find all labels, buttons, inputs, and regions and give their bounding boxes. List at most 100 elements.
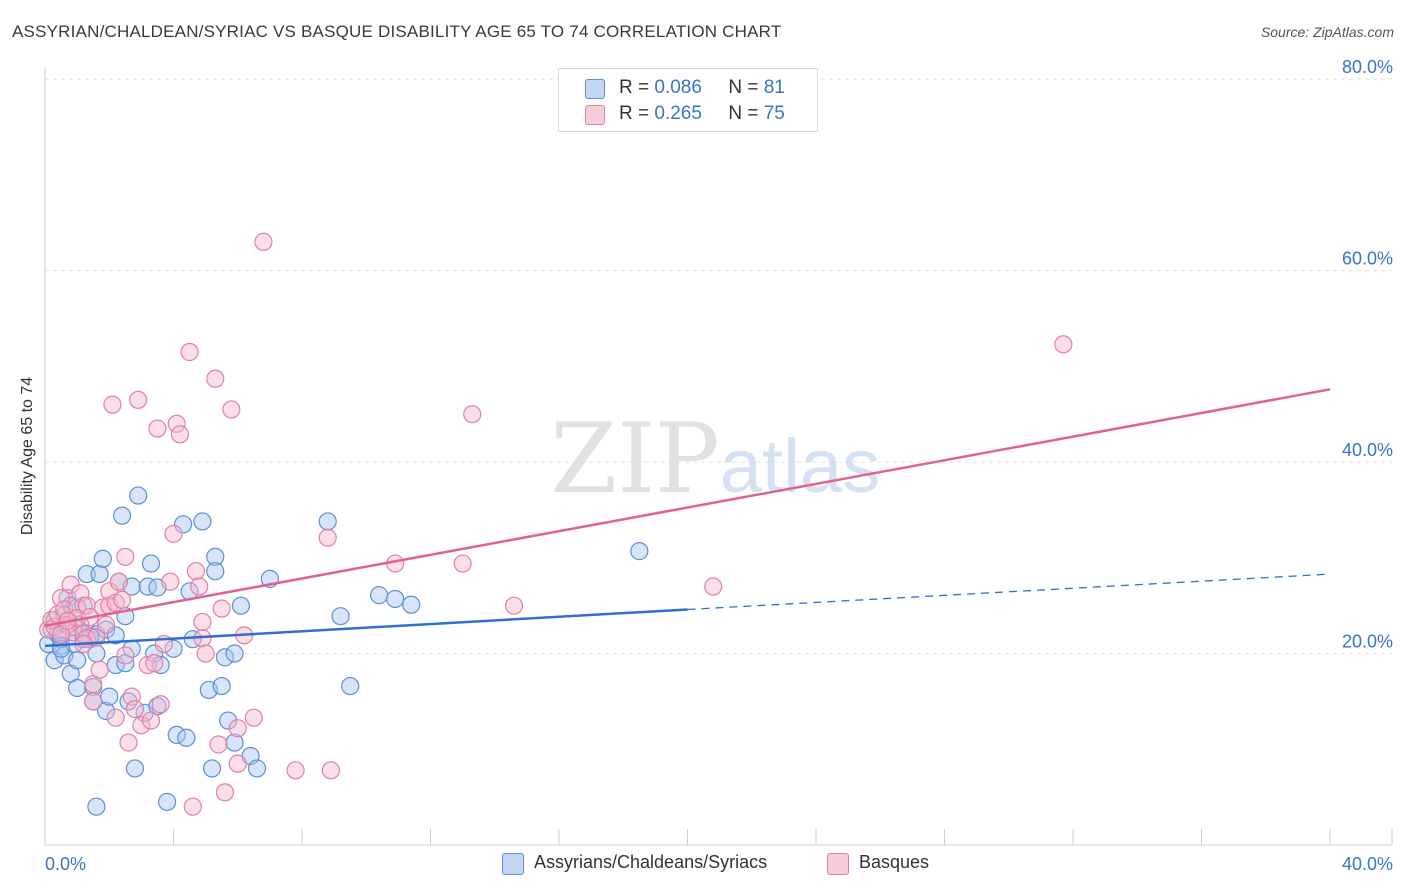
trend-lines: [44, 388, 1331, 648]
data-point: [151, 695, 170, 714]
data-point: [90, 564, 109, 584]
data-point: [190, 577, 209, 596]
data-point: [151, 655, 170, 675]
trend-line-assyrians-extension: [687, 573, 1331, 611]
trend-line-assyrians: [44, 608, 688, 648]
bottom-legend-swatch-blue: [502, 853, 524, 875]
data-point: [630, 542, 649, 561]
data-point: [161, 572, 180, 591]
legend-r-label: R =: [619, 77, 650, 98]
data-point: [370, 586, 389, 605]
trend-line-basques: [44, 388, 1331, 628]
y-tick-label-60: 60.0%: [1342, 249, 1393, 269]
data-point: [318, 528, 337, 547]
data-point: [129, 390, 148, 409]
data-point: [51, 588, 71, 608]
data-point: [138, 655, 157, 675]
data-point: [386, 589, 405, 609]
data-point: [225, 733, 244, 752]
data-point: [209, 735, 228, 754]
source-label: Source: ZipAtlas.com: [1260, 24, 1394, 40]
data-point: [68, 678, 87, 698]
data-point: [219, 711, 238, 730]
legend-r-value: 0.265: [654, 103, 702, 124]
watermark-atlas: atlas: [720, 424, 881, 509]
legend-swatch-blue: [585, 79, 605, 99]
data-point: [254, 232, 273, 251]
data-point: [164, 524, 183, 543]
data-point: [222, 400, 241, 419]
data-point: [402, 595, 421, 614]
data-point: [193, 612, 212, 632]
legend-swatch-pink: [585, 105, 605, 125]
data-point: [100, 582, 119, 601]
bottom-legend-label-assyrians: Assyrians/Chaldeans/Syriacs: [534, 852, 768, 872]
legend-n-label: N =: [728, 103, 759, 124]
y-tick-label-40: 40.0%: [1342, 440, 1393, 460]
tick-labels: 20.0% 40.0% 60.0% 80.0% 0.0% 40.0%: [45, 57, 1393, 874]
data-point: [704, 577, 723, 596]
data-point: [247, 759, 267, 778]
series-basques-points: [39, 232, 1073, 816]
data-point: [212, 599, 231, 618]
data-point: [96, 701, 116, 721]
watermark-zip: ZIP: [550, 403, 719, 515]
data-point: [112, 506, 132, 525]
bottom-legend-label-basques: Basques: [859, 852, 930, 872]
data-point: [103, 395, 122, 414]
data-point: [96, 620, 116, 639]
data-point: [215, 648, 234, 667]
data-point: [116, 547, 135, 566]
data-point: [504, 596, 524, 615]
data-point: [186, 562, 206, 581]
data-point: [141, 554, 161, 573]
axes-layer: [44, 67, 1393, 846]
data-point: [132, 716, 151, 735]
data-point: [77, 596, 96, 615]
data-point: [138, 577, 157, 596]
data-point: [321, 761, 341, 780]
data-point: [225, 644, 244, 663]
data-point: [112, 590, 132, 610]
data-point: [68, 651, 87, 670]
data-point: [231, 596, 251, 615]
legend-n-value: 75: [763, 103, 785, 124]
legend-n-label: N =: [728, 77, 759, 98]
data-point: [125, 699, 145, 719]
data-point: [463, 405, 482, 424]
data-point: [100, 687, 119, 706]
data-point: [129, 486, 148, 505]
data-point: [180, 342, 199, 362]
legend-r-label: R =: [619, 103, 650, 124]
data-point: [331, 607, 350, 626]
data-point: [1054, 335, 1073, 354]
data-point: [167, 414, 186, 433]
data-point: [215, 783, 234, 802]
y-tick-label-80: 80.0%: [1342, 57, 1393, 77]
data-point: [183, 797, 202, 816]
legend-n-value: 81: [763, 77, 785, 98]
data-point: [119, 733, 138, 752]
y-tick-label-20: 20.0%: [1342, 632, 1393, 652]
watermark: ZIP atlas: [550, 403, 880, 515]
data-point: [193, 512, 212, 531]
data-point: [453, 554, 472, 573]
data-point: [116, 646, 135, 665]
data-point: [145, 654, 164, 673]
data-point: [109, 572, 128, 591]
data-point: [212, 676, 231, 696]
data-point: [141, 711, 161, 730]
data-point: [341, 676, 360, 696]
data-point: [244, 708, 263, 727]
data-point: [77, 564, 96, 584]
data-point: [164, 639, 183, 658]
data-point: [206, 369, 225, 388]
bottom-legend-swatch-pink: [827, 853, 849, 875]
data-point: [106, 708, 125, 727]
data-point: [174, 515, 193, 534]
data-point: [90, 660, 109, 679]
x-tick-label-min: 0.0%: [45, 854, 86, 874]
data-point: [84, 692, 103, 711]
data-point: [148, 419, 167, 438]
